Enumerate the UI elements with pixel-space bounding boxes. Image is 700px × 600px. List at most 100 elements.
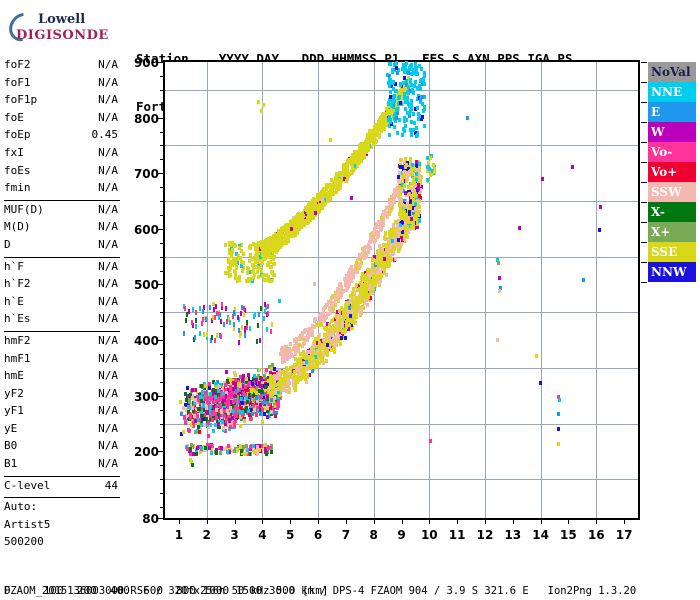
scatter-point bbox=[242, 408, 246, 413]
scatter-point bbox=[235, 260, 239, 265]
scatter-point bbox=[384, 119, 388, 123]
scatter-point bbox=[258, 447, 262, 452]
scatter-point bbox=[316, 203, 320, 208]
gridline-horizontal bbox=[165, 367, 638, 369]
scatter-point bbox=[324, 192, 328, 197]
scatter-point bbox=[336, 332, 340, 337]
scatter-point bbox=[218, 417, 222, 422]
ionogram-plot[interactable] bbox=[157, 60, 640, 524]
scatter-point bbox=[331, 191, 335, 195]
scatter-point bbox=[261, 376, 265, 381]
y-tick-minor bbox=[160, 159, 165, 161]
scatter-point bbox=[220, 389, 224, 394]
scatter-point bbox=[265, 367, 269, 372]
scatter-point bbox=[322, 337, 326, 342]
scatter-point bbox=[189, 443, 193, 448]
scatter-point bbox=[247, 408, 251, 413]
scatter-point bbox=[221, 401, 225, 406]
scatter-point bbox=[312, 203, 316, 208]
scatter-point bbox=[234, 390, 238, 395]
scatter-point bbox=[393, 256, 397, 261]
scatter-point bbox=[275, 372, 279, 377]
y-tick bbox=[157, 173, 165, 175]
scatter-point bbox=[259, 444, 263, 449]
scatter-point bbox=[283, 226, 287, 231]
scatter-point bbox=[294, 384, 297, 389]
scatter-point bbox=[249, 416, 253, 421]
param-row-hmf2: hmF2 N/A bbox=[4, 334, 120, 352]
scatter-point bbox=[192, 401, 196, 406]
scatter-point bbox=[273, 261, 277, 266]
scatter-point bbox=[336, 173, 340, 178]
scatter-point bbox=[348, 172, 352, 177]
scatter-point bbox=[252, 242, 256, 247]
scatter-point bbox=[366, 298, 369, 303]
scatter-point bbox=[318, 194, 322, 199]
scatter-point bbox=[248, 451, 252, 456]
scatter-point bbox=[206, 413, 210, 418]
scatter-point bbox=[255, 410, 259, 414]
scatter-point bbox=[234, 388, 238, 393]
scatter-point bbox=[207, 446, 211, 450]
scatter-point bbox=[218, 397, 222, 402]
scatter-point bbox=[238, 388, 242, 393]
scatter-point bbox=[327, 329, 331, 334]
scatter-point bbox=[351, 291, 355, 296]
scatter-point bbox=[367, 147, 370, 152]
scatter-point bbox=[341, 177, 345, 182]
scatter-point bbox=[200, 422, 204, 427]
scatter-point bbox=[233, 257, 237, 262]
scatter-point bbox=[377, 118, 381, 123]
scatter-point bbox=[337, 330, 341, 335]
scatter-point bbox=[375, 127, 379, 132]
scatter-point bbox=[265, 415, 269, 419]
scatter-point bbox=[269, 445, 273, 450]
scatter-point bbox=[233, 268, 237, 273]
scatter-point bbox=[273, 414, 277, 418]
scatter-point bbox=[269, 249, 273, 253]
scatter-point bbox=[248, 407, 252, 412]
scatter-point bbox=[379, 127, 383, 132]
scatter-point bbox=[233, 413, 237, 418]
scatter-point bbox=[355, 270, 359, 275]
scatter-point bbox=[329, 186, 333, 191]
scatter-point bbox=[315, 337, 319, 342]
scatter-point bbox=[195, 391, 199, 396]
scatter-point bbox=[235, 449, 238, 454]
scatter-point bbox=[249, 447, 253, 452]
scatter-point bbox=[270, 269, 274, 274]
scatter-point bbox=[292, 345, 296, 350]
scatter-point bbox=[211, 380, 215, 385]
scatter-point bbox=[374, 273, 378, 278]
scatter-point bbox=[328, 337, 332, 341]
scatter-point bbox=[222, 404, 226, 409]
scatter-point bbox=[261, 403, 264, 408]
scatter-point bbox=[351, 287, 355, 292]
scatter-point bbox=[400, 84, 404, 89]
scatter-point bbox=[245, 377, 249, 382]
scatter-point bbox=[211, 392, 215, 397]
scatter-point bbox=[231, 390, 234, 395]
scatter-point bbox=[239, 259, 243, 264]
scatter-point bbox=[272, 390, 276, 395]
scatter-point bbox=[290, 218, 294, 223]
sidebar-divider bbox=[4, 256, 120, 258]
scatter-point bbox=[337, 328, 341, 333]
scatter-point bbox=[204, 390, 207, 395]
scatter-point bbox=[378, 244, 382, 248]
scatter-point bbox=[268, 365, 272, 370]
scatter-point bbox=[222, 413, 226, 418]
scatter-point bbox=[188, 451, 192, 456]
scatter-point bbox=[263, 374, 266, 379]
scatter-point bbox=[360, 310, 364, 315]
scatter-point bbox=[197, 417, 201, 422]
scatter-point bbox=[356, 154, 360, 159]
scatter-point bbox=[325, 321, 329, 326]
scatter-point bbox=[213, 399, 217, 404]
scatter-point bbox=[266, 397, 270, 402]
scatter-point bbox=[229, 253, 233, 258]
scatter-point bbox=[383, 265, 387, 270]
scatter-point bbox=[390, 206, 394, 211]
scatter-point bbox=[277, 392, 281, 397]
scatter-point bbox=[255, 448, 259, 453]
